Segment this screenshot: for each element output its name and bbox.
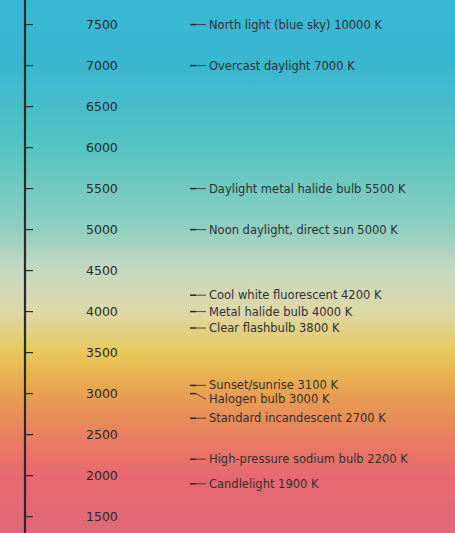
gradient-background bbox=[0, 0, 455, 533]
tick-label: 5500 bbox=[86, 181, 118, 196]
tick-label: 7500 bbox=[86, 17, 118, 32]
annotation-marker bbox=[190, 385, 196, 387]
annotation: High-pressure sodium bulb 2200 K bbox=[209, 452, 408, 466]
tick-label: 4500 bbox=[86, 263, 118, 278]
annotation: Noon daylight, direct sun 5000 K bbox=[209, 223, 398, 237]
chart-container: 7500 7000 6500 6000 5500 5000 4500 4000 3500 3000… bbox=[0, 0, 455, 533]
annotation-leader bbox=[196, 459, 206, 460]
tick-mark bbox=[25, 229, 33, 230]
annotation: Daylight metal halide bulb 5500 K bbox=[209, 182, 406, 196]
annotation: Standard incandescent 2700 K bbox=[209, 411, 386, 425]
annotation-leader bbox=[196, 229, 206, 230]
tick-mark bbox=[25, 65, 33, 66]
annotation-leader bbox=[196, 65, 206, 66]
tick-label: 3000 bbox=[86, 386, 118, 401]
annotation-marker bbox=[190, 229, 196, 231]
tick-mark bbox=[25, 106, 33, 107]
annotation-marker bbox=[190, 311, 196, 313]
annotation-leader bbox=[196, 483, 206, 484]
annotation-marker bbox=[190, 458, 196, 460]
annotation: Metal halide bulb 4000 K bbox=[209, 305, 353, 319]
tick-mark bbox=[25, 393, 33, 394]
annotation-leader bbox=[196, 394, 206, 400]
tick-label: 1500 bbox=[86, 509, 118, 524]
chart: 7500 7000 6500 6000 5500 5000 4500 4000 3500 3000… bbox=[0, 0, 455, 533]
annotation-marker bbox=[190, 188, 196, 190]
tick-mark bbox=[25, 434, 33, 435]
tick-label: 2500 bbox=[86, 427, 118, 442]
tick-label: 7000 bbox=[86, 58, 118, 73]
tick-label: 6500 bbox=[86, 99, 118, 114]
tick-mark bbox=[25, 311, 33, 312]
annotation-marker bbox=[190, 417, 196, 419]
tick-mark bbox=[25, 147, 33, 148]
annotation-marker bbox=[190, 24, 196, 26]
annotation-leader bbox=[196, 311, 206, 312]
annotation: Candlelight 1900 K bbox=[209, 477, 319, 491]
axis-line bbox=[24, 0, 26, 533]
annotation-marker bbox=[190, 294, 196, 296]
annotation: North light (blue sky) 10000 K bbox=[209, 18, 382, 32]
tick-label: 4000 bbox=[86, 304, 118, 319]
annotation-leader bbox=[196, 328, 206, 329]
tick-mark bbox=[25, 516, 33, 517]
annotation-leader bbox=[196, 418, 206, 419]
tick-mark bbox=[25, 24, 33, 25]
annotation-leader bbox=[196, 385, 206, 386]
annotation-marker bbox=[190, 327, 196, 329]
tick-mark bbox=[25, 188, 33, 189]
tick-mark bbox=[25, 475, 33, 476]
tick-label: 2000 bbox=[86, 468, 118, 483]
tick-label: 5000 bbox=[86, 222, 118, 237]
tick-label: 6000 bbox=[86, 140, 118, 155]
annotation-leader bbox=[196, 295, 206, 296]
annotation-leader bbox=[196, 24, 206, 25]
annotation: Sunset/sunrise 3100 K bbox=[209, 378, 338, 392]
tick-label: 3500 bbox=[86, 345, 118, 360]
annotation-marker bbox=[190, 65, 196, 67]
tick-mark bbox=[25, 352, 33, 353]
annotation-marker bbox=[190, 483, 196, 485]
annotation: Halogen bulb 3000 K bbox=[209, 392, 330, 406]
tick-mark bbox=[25, 270, 33, 271]
annotation: Clear flashbulb 3800 K bbox=[209, 321, 340, 335]
annotation-marker bbox=[190, 393, 196, 395]
annotation-leader bbox=[196, 188, 206, 189]
annotation: Overcast daylight 7000 K bbox=[209, 59, 355, 73]
annotation: Cool white fluorescent 4200 K bbox=[209, 288, 382, 302]
